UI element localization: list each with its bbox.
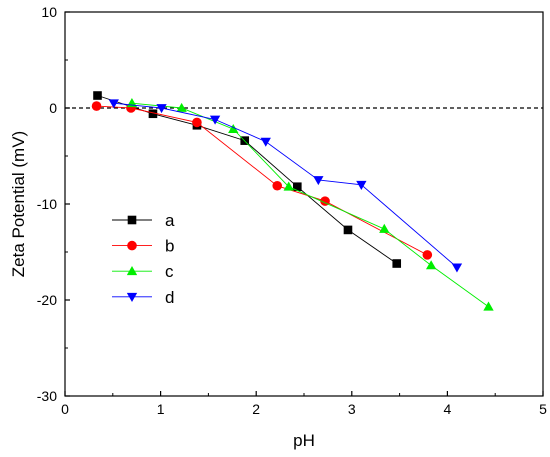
legend-marker-a: [127, 215, 137, 225]
series-b: [91, 101, 433, 260]
series-layer: [91, 91, 494, 311]
axes-layer: 0 1 2 3 4 5 10 0 -10 -20 -30: [37, 4, 547, 417]
data-point-d: [260, 137, 271, 147]
data-point-d: [356, 180, 367, 190]
y-tick-label: 0: [49, 100, 57, 116]
legend-marker-c: [126, 266, 138, 276]
data-point-c: [176, 102, 187, 112]
data-point-b: [91, 101, 102, 111]
data-point-a: [392, 259, 402, 268]
legend-label-d: d: [165, 288, 174, 307]
data-point-d: [156, 104, 167, 114]
data-point-a: [343, 225, 353, 235]
legend-label-c: c: [165, 262, 174, 281]
data-point-d: [313, 176, 324, 186]
data-point-c: [283, 181, 294, 191]
legend-label-b: b: [165, 237, 174, 256]
data-point-b: [192, 117, 202, 128]
x-tick-label: 2: [252, 401, 260, 417]
legend-marker-b: [127, 240, 137, 251]
legend-marker-d: [126, 292, 138, 302]
data-point-c: [483, 301, 494, 311]
data-point-d: [451, 263, 463, 273]
data-point-a: [148, 109, 158, 119]
x-tick-label: 1: [157, 401, 165, 417]
data-point-b: [422, 250, 433, 260]
series-d: [108, 99, 463, 273]
legend-label-a: a: [165, 211, 175, 230]
data-point-a: [293, 182, 302, 192]
data-point-a: [93, 91, 102, 100]
data-point-b: [272, 180, 283, 191]
y-tick-label: -10: [37, 196, 57, 212]
y-tick-label: -30: [37, 388, 57, 404]
x-tick-label: 3: [348, 401, 356, 417]
legend-item-a: a: [112, 211, 175, 230]
data-point-c: [379, 223, 390, 233]
legend-item-b: b: [112, 237, 174, 256]
x-axis-title: pH: [293, 431, 315, 450]
legend-item-d: d: [112, 288, 174, 307]
y-axis-title: Zeta Potential (mV): [9, 131, 28, 277]
x-tick-label: 5: [539, 401, 547, 417]
y-tick-label: -20: [37, 292, 57, 308]
legend-item-c: c: [112, 262, 174, 281]
x-tick-label: 0: [61, 401, 69, 417]
data-point-c: [425, 260, 437, 270]
x-tick-label: 4: [444, 401, 452, 417]
data-point-d: [108, 99, 119, 109]
data-point-d: [209, 115, 221, 125]
data-point-c: [228, 123, 239, 133]
y-tick-label: 10: [41, 4, 57, 20]
